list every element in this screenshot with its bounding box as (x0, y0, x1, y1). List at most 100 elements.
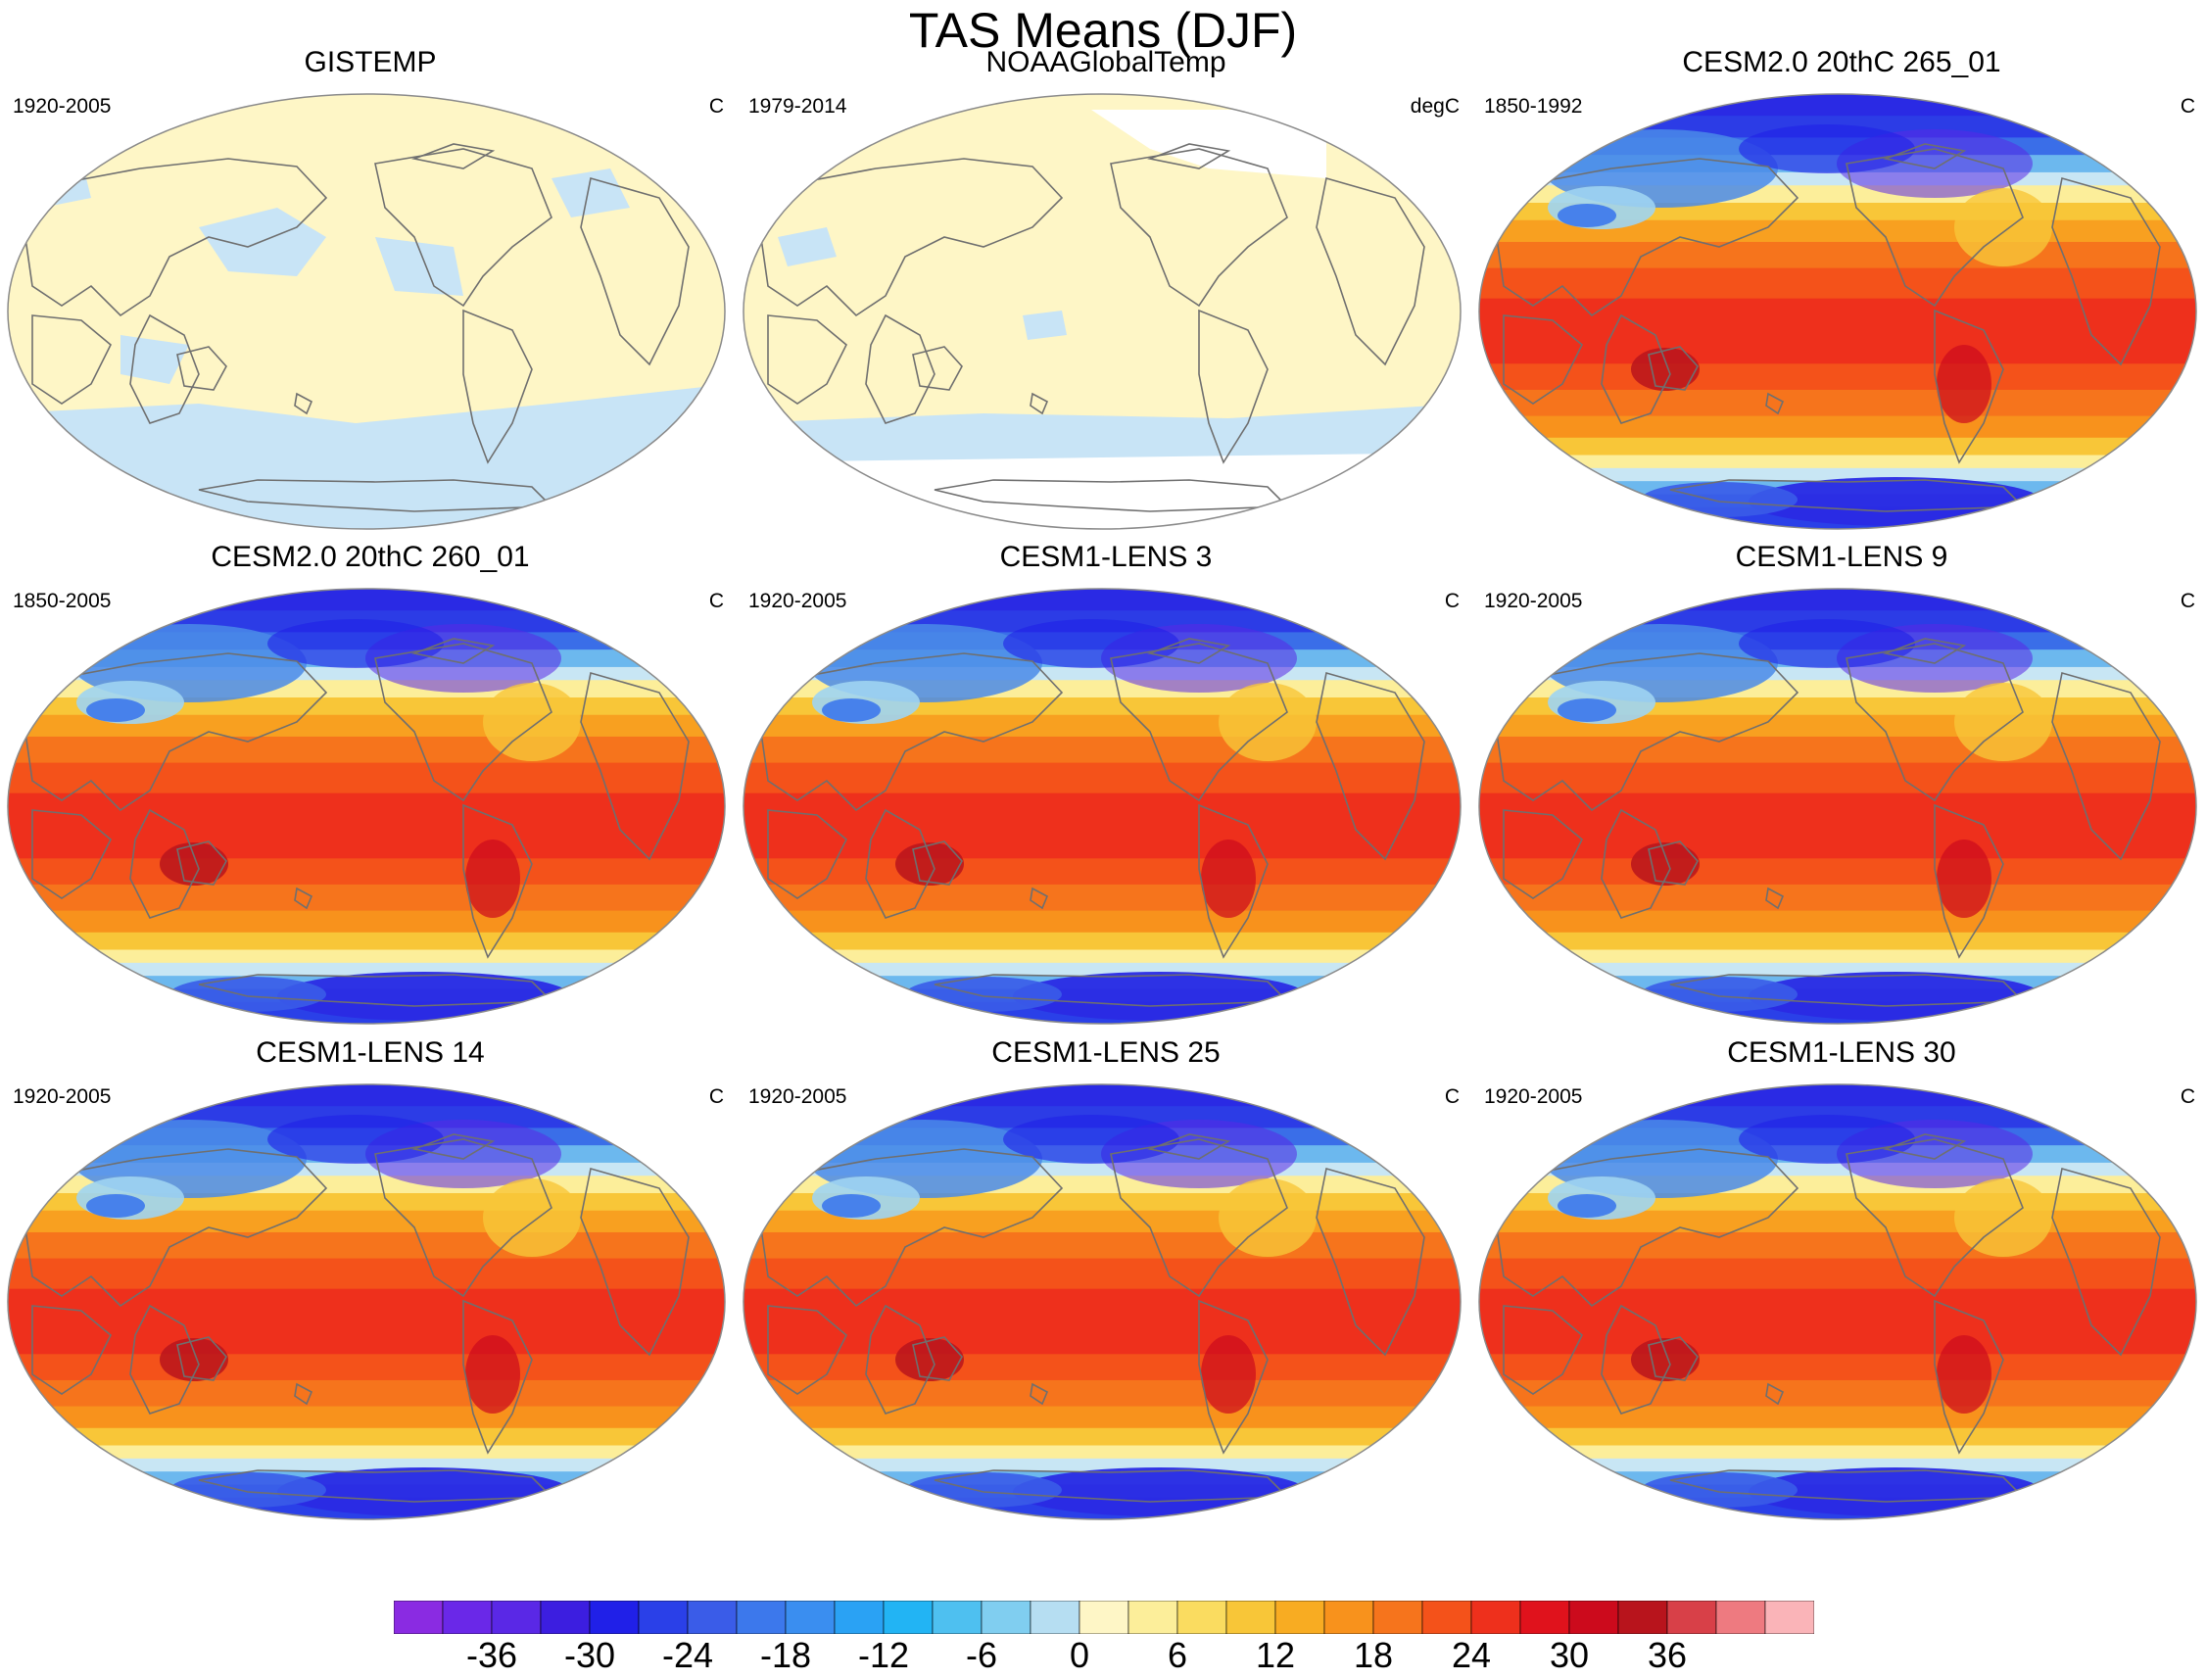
warm-region (1954, 1178, 2052, 1257)
panel-title: NOAAGlobalTemp (985, 46, 1226, 78)
warm-region (1201, 840, 1256, 918)
temperature-band (8, 736, 725, 764)
temperature-band (1479, 932, 2196, 951)
coastline-group (1493, 1133, 2161, 1503)
coastline (1147, 638, 1231, 664)
coastline (1934, 1299, 2004, 1455)
coastline (934, 974, 1289, 1007)
colorbar-swatch (1225, 1601, 1276, 1634)
warm-region (1631, 1338, 1700, 1381)
coastline (31, 314, 112, 405)
temperature-band (1479, 455, 2196, 469)
coastline (1648, 840, 1699, 886)
colorbar-tick-labels: -36 -30 -24 -18 -12 -6 0 6 12 18 24 30 36 (0, 1636, 2206, 1680)
coastline (1503, 809, 1583, 899)
map-border (7, 1083, 726, 1520)
colorbar-tick-label: 30 (1549, 1635, 1590, 1675)
coastline (757, 158, 1064, 317)
colorbar-swatch (1127, 1601, 1178, 1634)
temperature-band (1479, 1354, 2196, 1381)
coastline (129, 313, 200, 424)
coastline (31, 809, 112, 899)
negative-anomaly-region (8, 384, 725, 529)
map-projection (743, 93, 1462, 530)
coastline (912, 346, 963, 391)
map-panel: CESM1-LENS 30 1920-2005 C (1474, 1036, 2206, 1543)
coastline (176, 840, 227, 886)
panel-period: 1920-2005 (13, 1085, 112, 1108)
colorbar-swatch (1274, 1601, 1325, 1634)
coastline (22, 158, 328, 317)
coastline (294, 1382, 313, 1406)
temperature-band (8, 962, 725, 978)
panel-title: CESM2.0 20thC 260_01 (211, 541, 530, 573)
colorbar-swatch (1666, 1601, 1717, 1634)
coastline (294, 887, 313, 910)
coastline (462, 803, 533, 959)
coastline-group (757, 638, 1425, 1007)
panel-units: degC (1410, 95, 1460, 118)
anomaly-field (8, 94, 725, 529)
temperature-band (1479, 337, 2196, 365)
cold-region (1003, 619, 1179, 668)
coastline (1648, 1336, 1699, 1381)
temperature-band (8, 1379, 725, 1408)
coastline (1669, 974, 2025, 1007)
warm-region (1937, 1335, 1991, 1414)
colorbar-swatch (589, 1601, 640, 1634)
cold-region (169, 977, 326, 1012)
warm-region (483, 1178, 581, 1257)
temperature-band (8, 1406, 725, 1429)
cold-region (905, 977, 1062, 1012)
negative-anomaly-region (552, 168, 630, 217)
temperature-band (8, 949, 725, 964)
coastline (934, 1469, 1289, 1503)
panel-period: 1920-2005 (13, 95, 112, 118)
colorbar-tick-label: 24 (1451, 1635, 1492, 1675)
coastline (176, 346, 227, 391)
coastline (1316, 176, 1425, 366)
cold-region (1641, 1472, 1798, 1508)
temperature-band (8, 910, 725, 934)
panel-title: CESM1-LENS 14 (256, 1036, 485, 1069)
cold-region (267, 1115, 444, 1164)
warm-region (1937, 345, 1991, 423)
warm-region (1937, 840, 1991, 918)
colorbar-swatch (932, 1601, 983, 1634)
map-panel: CESM1-LENS 3 1920-2005 C (739, 541, 1473, 1047)
coastline (1601, 313, 1671, 424)
temperature-band (8, 792, 725, 834)
cold-region (86, 698, 145, 722)
panel-title: GISTEMP (304, 46, 437, 78)
temperature-band (8, 1258, 725, 1290)
panel-title: CESM2.0 20thC 265_01 (1682, 46, 2001, 78)
temperature-band (1479, 858, 2196, 886)
map-projection (7, 1083, 726, 1520)
coastline-group (22, 1133, 690, 1503)
temperature-band (8, 1327, 725, 1356)
coastline (462, 1299, 533, 1455)
colorbar-tick-label: -30 (563, 1635, 616, 1675)
cold-region (1558, 204, 1616, 227)
temperature-band (1479, 1458, 2196, 1473)
coastline (1765, 392, 1785, 415)
temperature-band (1479, 363, 2196, 391)
coastline (1846, 148, 2024, 308)
coastline (1198, 803, 1269, 959)
temperature-band (1479, 792, 2196, 834)
negative-anomaly-region (1023, 311, 1067, 340)
temperature-band (1479, 1084, 2196, 1108)
coastline (1493, 652, 1799, 812)
colorbar-tick-label: 0 (1069, 1635, 1090, 1675)
map-border (1478, 1083, 2197, 1520)
map-border (1478, 93, 2197, 530)
coastline (1493, 158, 1799, 317)
coastline (865, 1304, 935, 1415)
panel-units: C (708, 590, 724, 612)
coastline (2051, 176, 2161, 366)
colorbar-swatch (883, 1601, 934, 1634)
temperature-band (743, 1084, 1461, 1108)
temperature-band (743, 932, 1461, 951)
coastline (580, 671, 690, 861)
temperature-band (1479, 1231, 2196, 1260)
